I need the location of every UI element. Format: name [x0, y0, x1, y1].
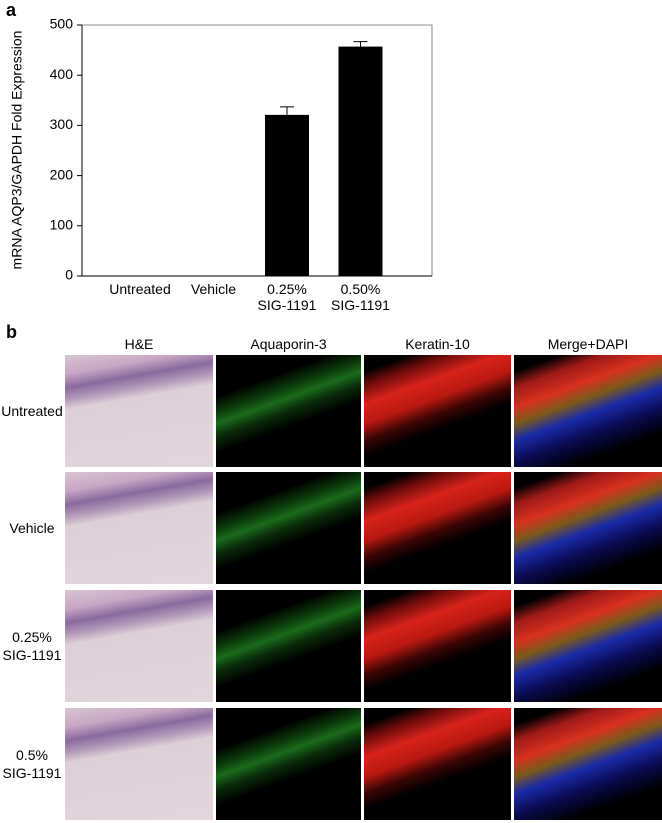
y-tick-label: 500	[50, 16, 74, 32]
x-tick-label: 0.50% SIG-1191	[331, 281, 390, 313]
row-label: Untreated	[1, 403, 63, 419]
micrograph	[65, 590, 213, 702]
micrograph	[514, 590, 662, 702]
panel-label: b	[6, 322, 17, 342]
y-axis-label: mRNA AQP3/GAPDH Fold Expression	[9, 31, 25, 270]
micrograph	[216, 355, 361, 467]
row-label: Vehicle	[9, 520, 55, 536]
y-tick-label: 200	[50, 166, 74, 182]
micrograph	[216, 472, 361, 584]
y-tick-label: 300	[50, 116, 74, 132]
bar	[191, 275, 236, 277]
micrograph	[364, 708, 511, 820]
micrograph	[65, 355, 213, 467]
x-tick-label: Untreated	[109, 281, 171, 297]
column-header: H&E	[124, 336, 154, 352]
column-header: Keratin-10	[405, 336, 470, 352]
row-label: 0.5% SIG-1191	[2, 747, 62, 781]
panel-label: a	[6, 0, 17, 20]
micrograph	[65, 472, 213, 584]
column-header: Aquaporin-3	[250, 336, 327, 352]
y-tick-label: 100	[50, 217, 74, 233]
micrograph	[364, 590, 511, 702]
micrograph	[216, 590, 361, 702]
error-bar	[280, 106, 294, 115]
micrograph	[514, 472, 662, 584]
micrograph	[514, 708, 662, 820]
micrograph	[65, 708, 213, 820]
bar	[338, 46, 383, 276]
bar	[118, 275, 162, 277]
error-bar	[353, 41, 368, 47]
y-tick-label: 0	[65, 267, 73, 283]
micrograph	[216, 708, 361, 820]
chart: mRNA AQP3/GAPDH Fold Expression 0 100 200 3…	[9, 16, 433, 283]
micrograph	[514, 355, 662, 467]
micrograph	[364, 355, 511, 467]
x-tick-label: Vehicle	[190, 281, 237, 297]
x-tick-label: 0.25% SIG-1191	[257, 281, 317, 313]
bar	[265, 114, 309, 276]
row-label: 0.25% SIG-1191	[2, 629, 62, 663]
y-tick-label: 400	[50, 66, 74, 82]
micrograph	[364, 472, 511, 584]
column-header: Merge+DAPI	[547, 336, 629, 352]
